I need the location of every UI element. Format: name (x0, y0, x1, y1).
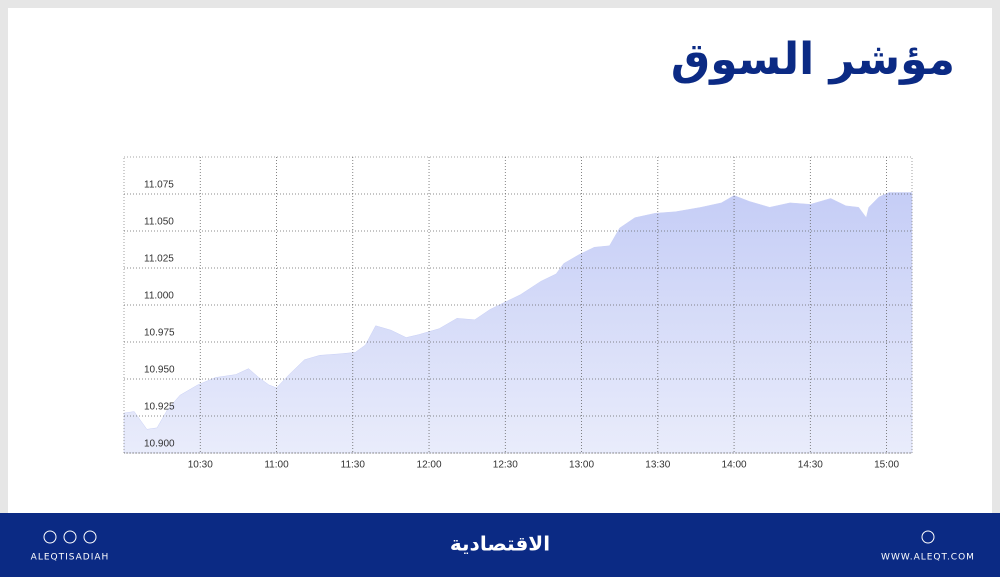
web-icon[interactable] (921, 530, 935, 544)
plot: 10.900 10.925 10.950 10.975 11.000 11.025 11.0… (123, 156, 913, 471)
title: مؤشر السوق (671, 34, 955, 85)
x-tick-label: 12:30 (493, 460, 518, 471)
y-tick-label: 11.000 (144, 291, 174, 302)
y-tick-label: 11.075 (144, 180, 174, 191)
y-tick-label: 11.025 (144, 254, 174, 265)
x-tick-label: 11:00 (264, 460, 289, 471)
footer-brand: الاقتصادية (450, 532, 550, 556)
x-tick-label: 11:30 (341, 460, 366, 471)
x-tick-label: 14:30 (798, 460, 823, 471)
x-tick-label: 14:00 (722, 460, 747, 471)
x-tick-label: 10:30 (188, 460, 213, 471)
footer-url[interactable]: WWW.ALEQT.COM (881, 553, 975, 563)
area (123, 192, 913, 454)
x-tick-label: 15:00 (874, 460, 899, 471)
facebook-icon[interactable] (63, 530, 77, 544)
footer-bar (0, 513, 1000, 577)
y-tick-label: 10.950 (144, 365, 175, 376)
y-tick-label: 10.925 (144, 402, 175, 413)
instagram-icon[interactable] (43, 530, 57, 544)
x-tick-label: 13:30 (645, 460, 670, 471)
x-tick-label: 13:00 (569, 460, 594, 471)
x-tick-label: 12:00 (417, 460, 442, 471)
footer-handle: ALEQTISADIAH (31, 553, 110, 563)
y-tick-label: 10.975 (144, 328, 175, 339)
y-tick-label: 11.050 (144, 217, 174, 228)
twitter-icon[interactable] (83, 530, 97, 544)
y-tick-label: 10.900 (144, 439, 175, 450)
